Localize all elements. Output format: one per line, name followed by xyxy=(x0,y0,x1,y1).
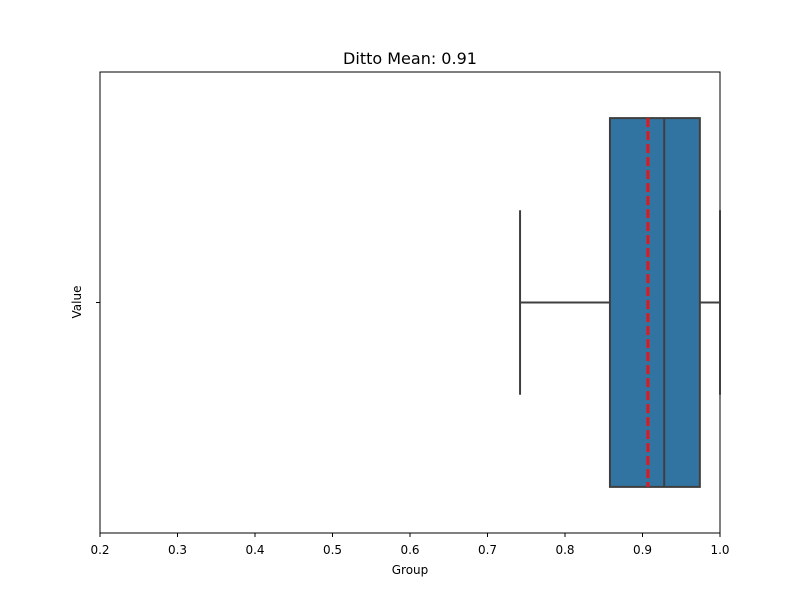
x-tick-label: 0.3 xyxy=(168,543,187,557)
x-tick-label: 0.4 xyxy=(245,543,264,557)
x-axis: 0.2 0.3 0.4 0.5 0.6 0.7 0.8 0.9 1.0 xyxy=(90,533,730,557)
x-tick-label: 0.7 xyxy=(478,543,497,557)
interquartile-box xyxy=(608,117,701,488)
x-tick-label: 1.0 xyxy=(710,543,729,557)
y-axis-label: Value xyxy=(70,286,84,319)
x-tick-label: 0.5 xyxy=(323,543,342,557)
x-tick-label: 0.2 xyxy=(90,543,109,557)
box-layer xyxy=(519,117,721,488)
x-tick-label: 0.9 xyxy=(633,543,652,557)
x-axis-label: Group xyxy=(392,563,429,577)
x-tick-label: 0.8 xyxy=(555,543,574,557)
x-tick-label: 0.6 xyxy=(400,543,419,557)
chart-title: Ditto Mean: 0.91 xyxy=(343,49,477,68)
